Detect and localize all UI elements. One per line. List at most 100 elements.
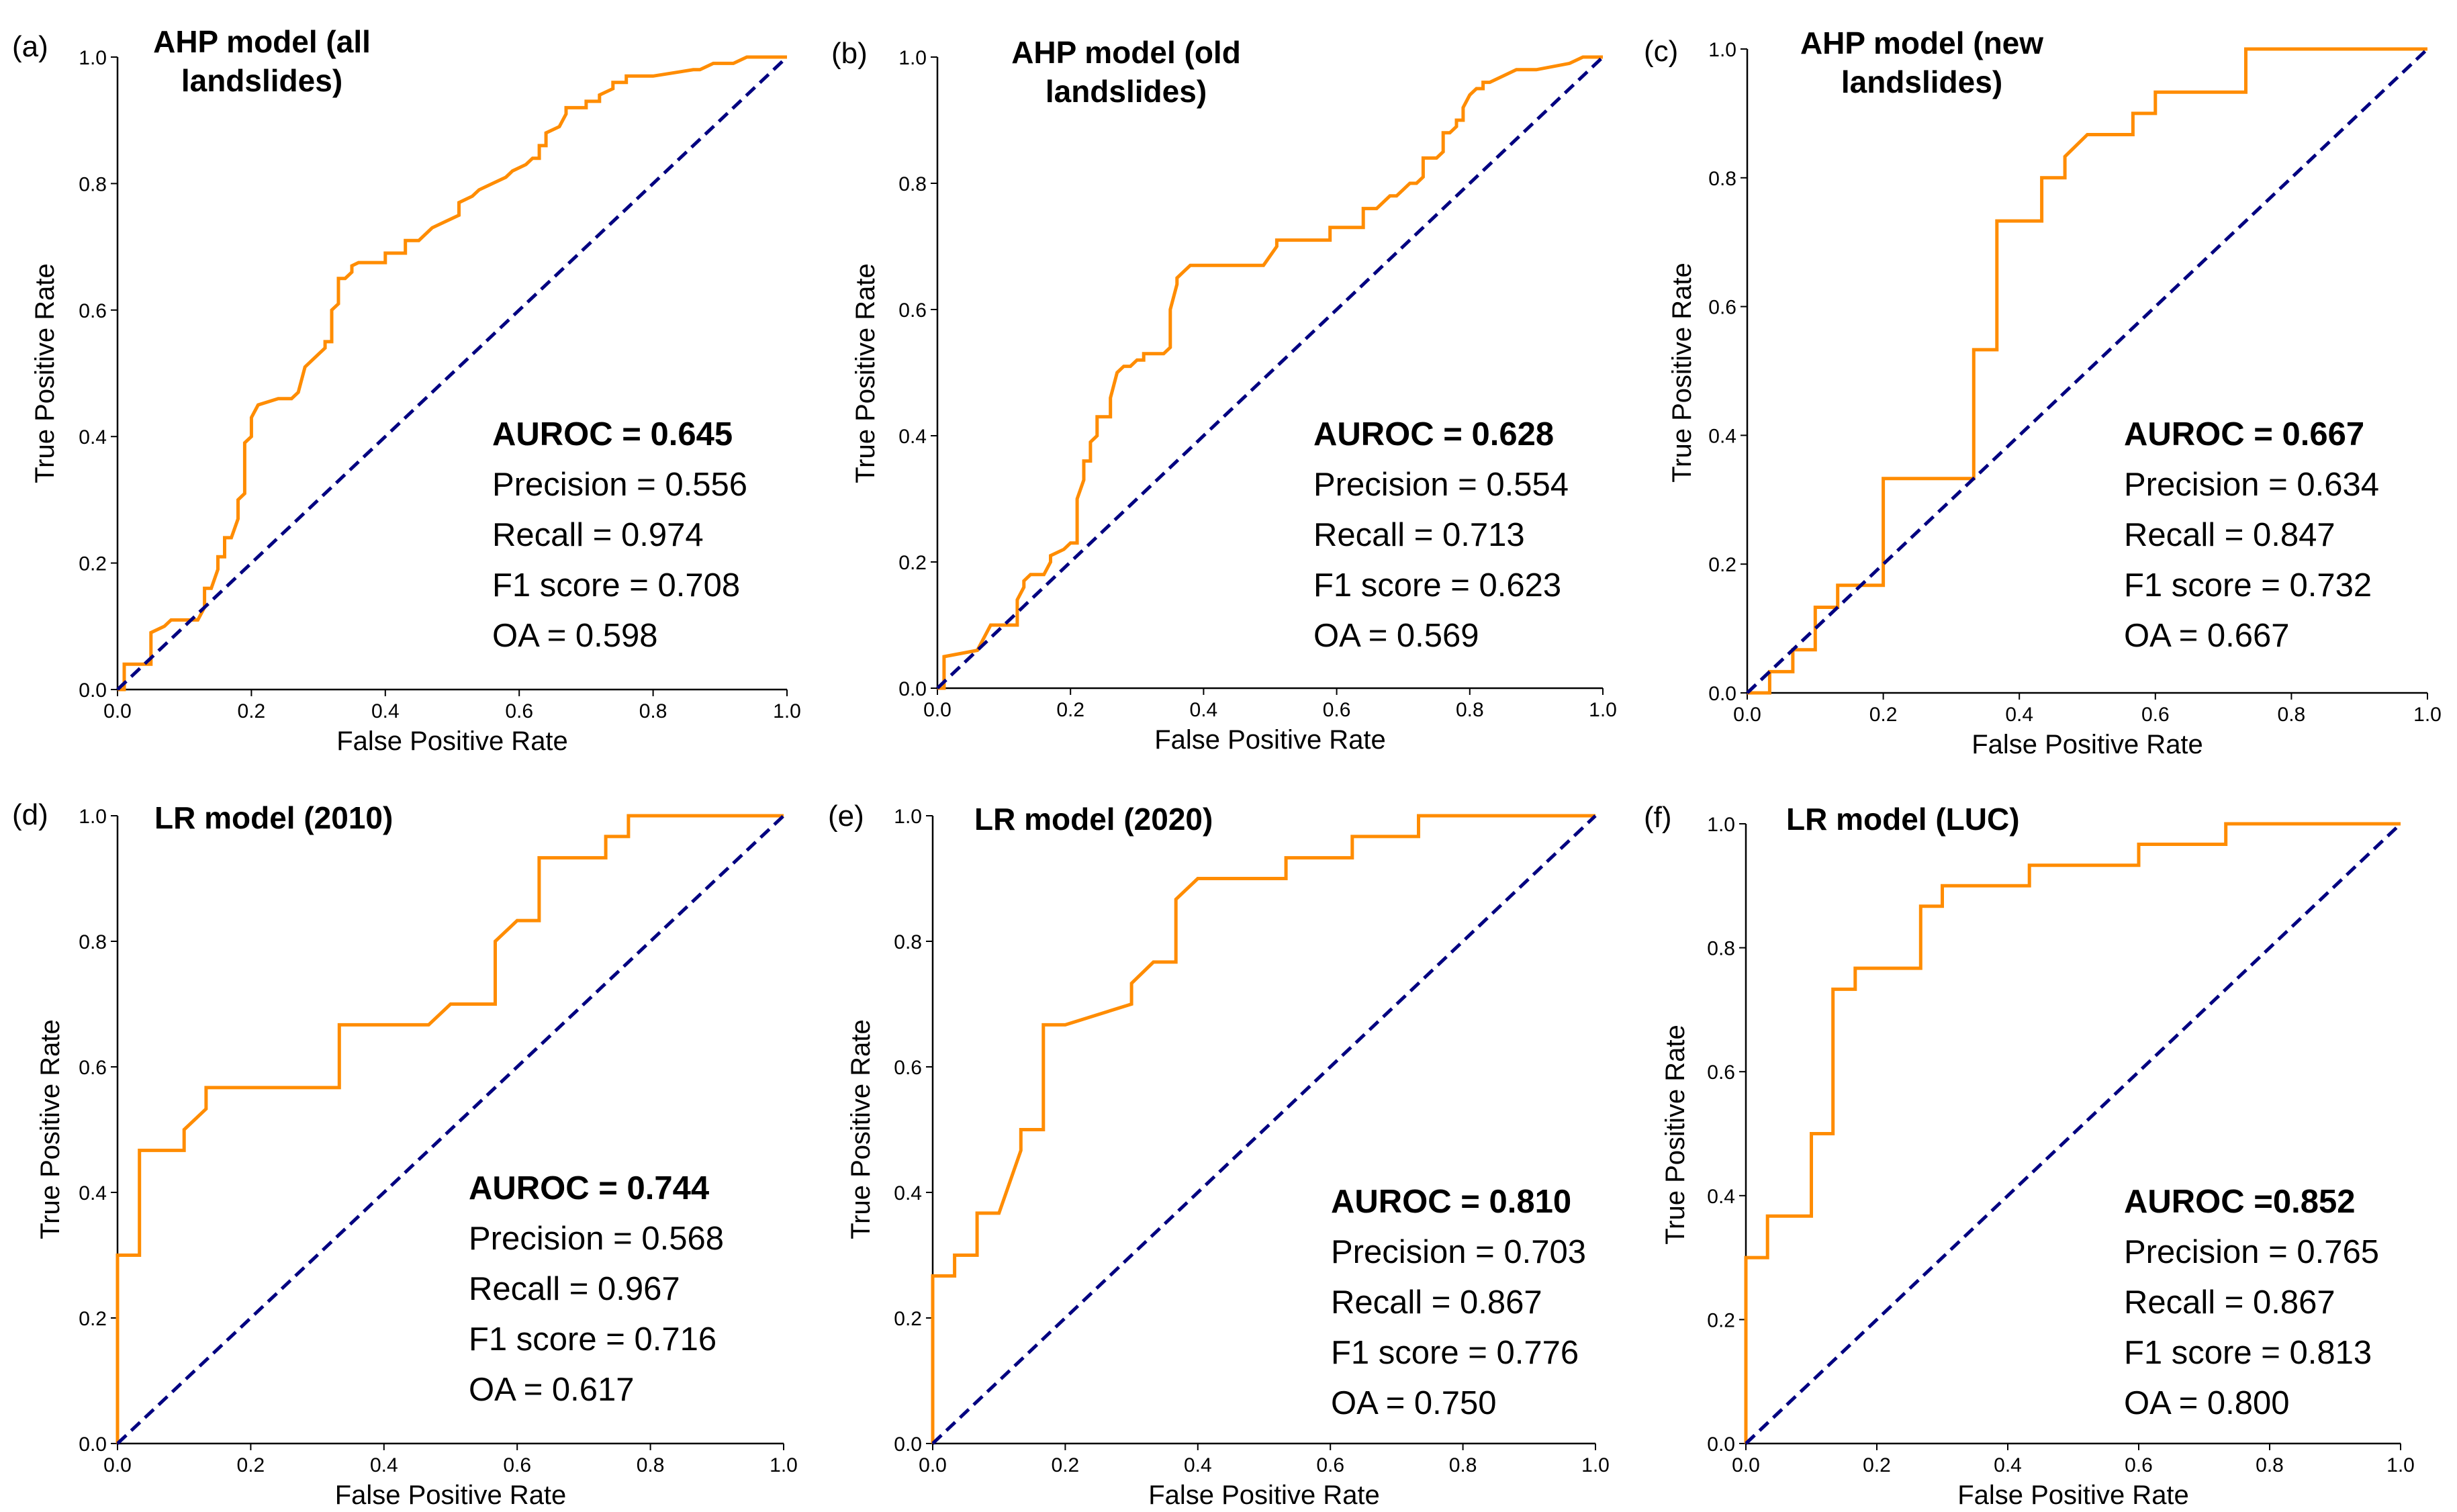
y-tick-label: 0.4 xyxy=(79,426,107,448)
metric-auroc: AUROC = 0.645 xyxy=(492,416,733,453)
metric-precision: Precision = 0.556 xyxy=(492,467,747,503)
y-tick-label: 0.4 xyxy=(894,1182,922,1204)
y-tick-label: 0.8 xyxy=(1707,938,1735,960)
x-tick-label: 0.0 xyxy=(103,1454,132,1476)
y-tick-label: 1.0 xyxy=(79,47,107,69)
metric-precision: Precision = 0.703 xyxy=(1331,1234,1586,1270)
y-tick-label: 0.2 xyxy=(79,553,107,575)
panel-title: LR model (2010) xyxy=(154,800,393,835)
x-tick-label: 0.4 xyxy=(1190,699,1218,721)
metric-precision: Precision = 0.568 xyxy=(469,1221,724,1257)
metric-f1: F1 score = 0.732 xyxy=(2124,567,2372,604)
y-tick-label: 1.0 xyxy=(894,806,922,828)
metric-recall: Recall = 0.974 xyxy=(492,517,704,553)
metric-auroc: AUROC = 0.667 xyxy=(2124,416,2364,453)
metric-oa: OA = 0.800 xyxy=(2124,1385,2290,1421)
metric-auroc: AUROC = 0.628 xyxy=(1313,416,1554,453)
x-tick-label: 0.6 xyxy=(503,1454,531,1476)
x-tick-label: 0.0 xyxy=(923,699,952,721)
x-axis-label: False Positive Rate xyxy=(1972,730,2203,759)
x-tick-label: 0.2 xyxy=(1052,1454,1080,1476)
metric-precision: Precision = 0.765 xyxy=(2124,1234,2379,1270)
metric-recall: Recall = 0.847 xyxy=(2124,517,2335,553)
y-axis-label: True Positive Rate xyxy=(36,1019,65,1239)
random-classifier-line xyxy=(931,814,1597,1445)
random-classifier-line xyxy=(116,56,788,691)
metric-auroc: AUROC = 0.744 xyxy=(469,1170,709,1207)
y-tick-label: 0.0 xyxy=(79,1433,107,1456)
y-tick-label: 0.2 xyxy=(1708,554,1736,576)
x-tick-label: 0.2 xyxy=(237,1454,265,1476)
x-tick-label: 0.8 xyxy=(2256,1454,2284,1476)
y-tick-label: 0.8 xyxy=(1708,168,1736,190)
y-tick-label: 0.0 xyxy=(79,679,107,702)
x-tick-label: 1.0 xyxy=(2413,704,2442,726)
roc-panel-f: 0.0 0.2 0.4 0.6 0.8 1.0 0.0 0.2 0.4 0.6 0.8 1.0 Fals… xyxy=(1644,801,2415,1510)
x-tick-label: 1.0 xyxy=(2386,1454,2415,1476)
panel-title: AHP model (old xyxy=(1011,35,1241,70)
y-tick-label: 0.4 xyxy=(1707,1186,1735,1208)
metric-recall: Recall = 0.867 xyxy=(1331,1284,1542,1321)
metric-f1: F1 score = 0.708 xyxy=(492,567,740,604)
panel-letter: (f) xyxy=(1644,801,1672,834)
x-tick-label: 0.4 xyxy=(370,1454,398,1476)
roc-curve-line xyxy=(115,814,784,1444)
y-tick-label: 0.2 xyxy=(894,1308,922,1330)
x-tick-label: 0.6 xyxy=(1316,1454,1344,1476)
metric-f1: F1 score = 0.813 xyxy=(2124,1335,2372,1371)
metric-f1: F1 score = 0.623 xyxy=(1313,567,1561,604)
x-tick-label: 0.4 xyxy=(1994,1454,2022,1476)
y-tick-label: 1.0 xyxy=(1707,814,1735,836)
x-tick-label: 0.0 xyxy=(103,700,132,722)
y-tick-label: 0.8 xyxy=(79,931,107,953)
metric-f1: F1 score = 0.716 xyxy=(469,1321,716,1358)
y-tick-label: 0.2 xyxy=(79,1308,107,1330)
roc-panel-e: 0.0 0.2 0.4 0.6 0.8 1.0 0.0 0.2 0.4 0.6 0.8 1.0 Fals… xyxy=(828,800,1610,1510)
x-tick-label: 0.8 xyxy=(1456,699,1484,721)
metric-oa: OA = 0.617 xyxy=(469,1372,635,1408)
roc-panel-d: 0.0 0.2 0.4 0.6 0.8 1.0 0.0 0.2 0.4 0.6 0.8 1.0 Fals… xyxy=(12,798,798,1510)
x-tick-label: 0.8 xyxy=(637,1454,665,1476)
metric-precision: Precision = 0.554 xyxy=(1313,467,1569,503)
x-tick-label: 0.2 xyxy=(1056,699,1084,721)
x-tick-label: 0.6 xyxy=(2141,704,2170,726)
y-axis-label: True Positive Rate xyxy=(1667,263,1697,483)
panel-title: LR model (2020) xyxy=(974,802,1213,837)
metric-oa: OA = 0.598 xyxy=(492,618,658,654)
x-tick-label: 0.8 xyxy=(1449,1454,1477,1476)
x-tick-label: 0.6 xyxy=(1323,699,1351,721)
roc-panel-a: 0.0 0.2 0.4 0.6 0.8 1.0 0.0 0.2 0.4 0.6 0.8 1.0 Fals… xyxy=(12,24,801,756)
panel-letter: (a) xyxy=(12,30,48,63)
metric-f1: F1 score = 0.776 xyxy=(1331,1335,1579,1371)
x-tick-label: 0.4 xyxy=(371,700,400,722)
y-axis-label: True Positive Rate xyxy=(846,1019,876,1239)
random-classifier-line xyxy=(116,814,785,1445)
y-axis-label: True Positive Rate xyxy=(851,263,880,483)
x-tick-label: 0.4 xyxy=(1184,1454,1212,1476)
metric-oa: OA = 0.750 xyxy=(1331,1385,1497,1421)
x-tick-label: 0.0 xyxy=(919,1454,947,1476)
panel-letter: (c) xyxy=(1644,35,1678,68)
y-tick-label: 0.4 xyxy=(79,1182,107,1204)
x-tick-label: 1.0 xyxy=(773,700,801,722)
y-tick-label: 0.6 xyxy=(898,299,927,322)
x-axis-label: False Positive Rate xyxy=(1154,725,1386,755)
y-tick-label: 0.0 xyxy=(894,1433,922,1456)
y-tick-label: 0.8 xyxy=(79,173,107,195)
panel-title: AHP model (all xyxy=(153,24,371,59)
metric-recall: Recall = 0.713 xyxy=(1313,517,1525,553)
x-tick-label: 0.2 xyxy=(1869,704,1898,726)
metric-auroc: AUROC = 0.810 xyxy=(1331,1184,1571,1220)
roc-curve-line xyxy=(937,55,1603,690)
metric-recall: Recall = 0.967 xyxy=(469,1271,680,1307)
y-tick-label: 0.8 xyxy=(894,931,922,953)
metric-oa: OA = 0.569 xyxy=(1313,618,1479,654)
metric-oa: OA = 0.667 xyxy=(2124,618,2290,654)
x-tick-label: 0.0 xyxy=(1732,1454,1760,1476)
y-tick-label: 0.0 xyxy=(1708,683,1736,705)
x-tick-label: 0.4 xyxy=(2005,704,2033,726)
random-classifier-line xyxy=(1746,48,2429,694)
x-tick-label: 0.6 xyxy=(2125,1454,2153,1476)
